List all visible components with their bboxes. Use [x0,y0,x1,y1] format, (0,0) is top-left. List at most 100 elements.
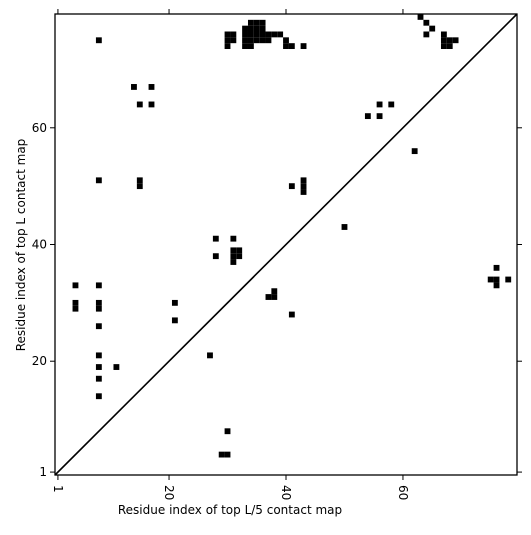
diagonal [54,13,518,476]
y-axis-label: Residue index of top L contact map [14,139,28,352]
contact-cell [171,317,178,324]
y-tick-label: 1 [39,465,47,479]
contact-cell [236,253,243,260]
contact-cell [446,37,453,44]
contact-cell [259,19,266,26]
contact-cell [247,31,254,38]
contact-cell [265,31,272,38]
contact-cell [242,31,248,38]
contact-cell [452,37,459,44]
contact-cell [72,282,79,289]
contact-cell [277,31,284,38]
contact-cell [423,31,430,38]
x-tick-label: 20 [162,485,176,500]
contact-cell [388,101,395,108]
contact-cell [95,352,102,359]
contact-cell [95,323,102,330]
contact-cell [242,25,248,32]
contact-cell [417,14,424,20]
contact-cell [136,177,143,184]
contact-cell [242,37,248,44]
contact-cell [440,43,447,50]
contact-cell [224,37,231,44]
contact-cell [259,31,266,38]
contact-cell [136,183,143,190]
contact-cell [265,37,272,44]
contact-cell [364,113,371,120]
contact-cell [376,101,383,108]
contact-cell [230,235,237,242]
y-tick-label: 60 [32,121,47,135]
contact-cell [230,31,237,38]
contact-cell [230,259,237,265]
contact-cell [271,294,278,300]
contact-cell [300,43,307,50]
x-tick-label: 1 [51,485,65,493]
contact-cell [212,235,219,242]
contact-cell [95,305,102,312]
contact-cell [253,37,260,44]
contact-cell [218,451,225,458]
contact-cell [171,299,178,306]
contact-cell [236,247,243,254]
contact-cell [95,393,102,400]
contact-cell [72,305,79,312]
contact-cell [113,364,120,370]
contact-cell [148,101,155,108]
contact-cell [247,37,254,44]
contact-cell [95,364,102,370]
contact-cell [224,31,231,38]
contact-cell [259,25,266,32]
y-tick-label: 40 [32,238,47,252]
contact-cell [300,183,307,190]
contact-cell [271,288,278,295]
contact-cell [283,43,289,50]
contact-cell [72,299,79,306]
contact-cell [95,177,102,184]
contact-cell [288,183,295,190]
contact-cell [207,352,213,359]
contact-cell [224,428,231,435]
contact-cell [271,31,278,38]
contact-cell [288,43,295,50]
contact-cell [242,43,248,50]
contact-cell [487,276,494,283]
contact-cell [265,294,272,300]
contact-cell [423,19,430,26]
contact-cell [247,25,254,32]
contact-cell [505,276,512,283]
contact-cell [300,189,307,195]
contact-cell [95,37,102,44]
contact-cell [376,113,383,120]
contact-cell [429,25,436,32]
contact-cell [440,31,447,38]
contact-cell [440,37,447,44]
contact-cell [148,84,155,90]
contact-cell [446,43,453,50]
contact-cell [224,43,231,50]
contact-cell [253,19,260,26]
contact-cell [95,299,102,306]
contact-cell [230,247,237,254]
contact-cell [212,253,219,260]
contact-cell [493,264,500,271]
contact-cell [224,451,231,458]
contact-cell [247,19,254,26]
x-tick-label: 40 [279,485,293,500]
contact-cell [95,375,102,382]
contact-cell [341,224,348,230]
y-tick-label: 20 [32,354,47,368]
contact-cell [493,282,500,289]
contact-cell [136,101,143,108]
contact-cell [131,84,137,90]
contact-cell [493,276,500,283]
contact-cell [95,282,102,289]
x-axis-label: Residue index of top L/5 contact map [118,503,342,517]
contact-cell [259,37,266,44]
x-tick-label: 60 [396,485,410,500]
contact-cell [230,37,237,44]
contact-cell [230,253,237,260]
contact-cell [288,311,295,318]
contact-cell [411,148,418,155]
